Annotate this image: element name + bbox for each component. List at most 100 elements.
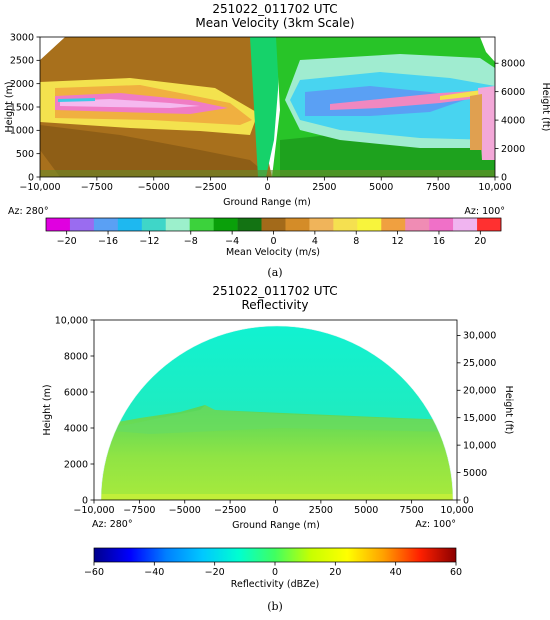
panel-b-y-right-ticks: 0 5000 10,000 15,000 20,000 25,000 30,000: [457, 331, 496, 506]
colorbar-gradient: [94, 548, 456, 562]
colorbar-segment: [357, 218, 382, 231]
colorbar-segment: [189, 218, 214, 231]
x-tick-label: −5000: [169, 505, 201, 516]
y-tick-label: 2000: [10, 79, 34, 90]
x-tick-label: 5000: [369, 182, 393, 193]
y-right-tick-label: 6000: [501, 87, 525, 98]
x-tick-label: 5000: [354, 505, 378, 516]
colorbar-tick-label: 60: [450, 567, 462, 578]
panel-a-az-right: Az: 100°: [464, 206, 505, 217]
panel-a-x-ticks: −10,000 −7500 −5000 −2500 0 2500 5000 7500 10,00…: [19, 177, 512, 193]
colorbar-tick-label: −40: [144, 567, 164, 578]
reflectivity-colorbar: [94, 548, 456, 562]
velocity-colorbar-label: Mean Velocity (m/s): [226, 247, 320, 258]
y-right-tick-label: 30,000: [463, 331, 496, 342]
y-right-tick-label: 20,000: [463, 386, 496, 397]
colorbar-tick-label: −60: [84, 567, 104, 578]
colorbar-segment: [261, 218, 286, 231]
panel-b-title-line1: 251022_011702 UTC: [212, 284, 337, 298]
panel-a-y-axis-label: Height (m): [4, 81, 15, 132]
velocity-topleft-empty: [40, 37, 65, 60]
colorbar-segment: [405, 218, 430, 231]
velocity-left-light-pink: [60, 99, 200, 108]
panel-b-x-ticks: −10,000 −7500 −5000 −2500 0 2500 5000 7500 10,00…: [73, 500, 474, 516]
velocity-ground-clutter: [40, 170, 495, 177]
colorbar-tick-label: 20: [329, 567, 341, 578]
velocity-colorbar-ticks: −20 −16 −12 −8 −4 0 4 8 12 16 20: [57, 231, 486, 247]
velocity-center-transition: [250, 37, 280, 177]
colorbar-tick-label: −12: [139, 236, 159, 247]
panel-b-y-right-axis-label: Height (ft): [503, 386, 514, 435]
x-tick-label: −5000: [138, 182, 170, 193]
x-tick-label: −10,000: [19, 182, 60, 193]
panel-a-y-ticks: 0 500 1000 1500 2000 2500 3000: [10, 32, 40, 183]
colorbar-segment: [477, 218, 502, 231]
velocity-topright-empty: [480, 37, 495, 62]
panel-a-title-line1: 251022_011702 UTC: [212, 2, 337, 16]
x-tick-label: −7500: [123, 505, 155, 516]
y-tick-label: 6000: [64, 387, 88, 398]
colorbar-segment: [429, 218, 454, 231]
x-tick-label: −10,000: [73, 505, 114, 516]
panel-b-title-line2: Reflectivity: [241, 298, 308, 312]
y-tick-label: 3000: [10, 32, 34, 43]
reflectivity-colorbar-ticks: −60 −40 −20 0 20 40 60: [84, 562, 462, 578]
y-tick-label: 500: [16, 149, 34, 160]
panel-a-x-axis-label: Ground Range (m): [223, 197, 311, 208]
x-tick-label: 2500: [309, 505, 333, 516]
x-tick-label: 10,000: [440, 505, 473, 516]
y-tick-label: 2000: [64, 459, 88, 470]
y-right-tick-label: 15,000: [463, 413, 496, 424]
y-right-tick-label: 4000: [501, 115, 525, 126]
panel-a-caption: (a): [267, 266, 282, 279]
y-right-tick-label: 5000: [463, 468, 487, 479]
colorbar-segment: [381, 218, 406, 231]
panel-a-plot: [40, 37, 495, 177]
x-tick-label: 2500: [312, 182, 336, 193]
colorbar-segment: [333, 218, 358, 231]
x-tick-label: 7500: [400, 505, 424, 516]
y-tick-label: 1000: [10, 126, 34, 137]
colorbar-tick-label: 20: [474, 236, 486, 247]
colorbar-tick-label: 0: [270, 236, 276, 247]
y-right-tick-label: 0: [501, 172, 507, 183]
colorbar-tick-label: −16: [98, 236, 118, 247]
panel-b-az-left: Az: 280°: [92, 519, 133, 530]
x-tick-label: −2500: [214, 505, 246, 516]
panel-b: 251022_011702 UTC Reflectivity −10,000 −7…: [42, 284, 514, 613]
velocity-left-dark-region: [40, 125, 270, 177]
x-tick-label: 0: [272, 505, 278, 516]
colorbar-tick-label: −20: [57, 236, 77, 247]
colorbar-tick-label: 8: [353, 236, 359, 247]
y-right-tick-label: 10,000: [463, 440, 496, 451]
x-tick-label: 10,000: [478, 182, 511, 193]
panel-b-y-axis-label: Height (m): [42, 384, 53, 435]
panel-a-y-right-ticks: 0 2000 4000 6000 8000: [495, 59, 525, 183]
y-tick-label: 1500: [10, 102, 34, 113]
y-tick-label: 8000: [64, 351, 88, 362]
colorbar-tick-label: −20: [205, 567, 225, 578]
colorbar-tick-label: 4: [312, 236, 318, 247]
y-right-tick-label: 8000: [501, 59, 525, 70]
x-tick-label: −7500: [81, 182, 113, 193]
reflectivity-dome-outline: [100, 325, 454, 501]
y-tick-label: 10,000: [55, 315, 88, 326]
colorbar-segment: [213, 218, 238, 231]
velocity-colorbar: [46, 218, 502, 231]
velocity-left-blue-streak: [58, 98, 95, 102]
reflectivity-colorbar-label: Reflectivity (dBZe): [231, 579, 319, 590]
colorbar-segment: [237, 218, 262, 231]
colorbar-segment: [285, 218, 310, 231]
reflectivity-ground-strip: [101, 494, 453, 500]
panel-b-plot: [101, 326, 453, 500]
colorbar-tick-label: 16: [433, 236, 445, 247]
x-tick-label: 0: [264, 182, 270, 193]
y-tick-label: 0: [28, 172, 34, 183]
panel-a: 251022_011702 UTC Mean Velocity (3km Sca…: [4, 2, 550, 279]
colorbar-segment: [69, 218, 95, 231]
colorbar-tick-label: 40: [390, 567, 402, 578]
panel-b-az-right: Az: 100°: [415, 519, 456, 530]
colorbar-segment: [141, 218, 167, 231]
y-right-tick-label: 0: [463, 495, 469, 506]
colorbar-tick-label: 0: [272, 567, 278, 578]
